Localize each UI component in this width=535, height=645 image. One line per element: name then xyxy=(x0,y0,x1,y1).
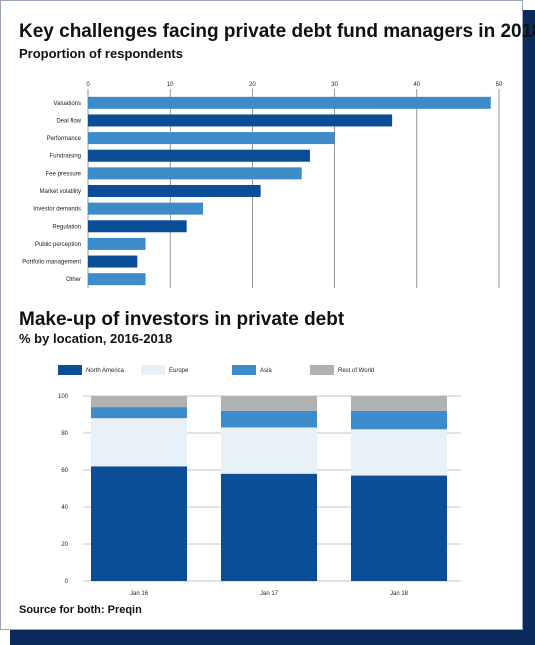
y-tick-label: 20 xyxy=(61,542,68,548)
bar xyxy=(88,255,138,268)
x-tick-label: 20 xyxy=(249,82,256,88)
bar-segment xyxy=(351,410,447,430)
infographic-card: Key challenges facing private debt fund … xyxy=(0,0,535,630)
x-tick-label: Jan 17 xyxy=(260,591,279,597)
bar xyxy=(88,273,146,286)
bar-segment xyxy=(91,418,187,467)
source-note: Source for both: Preqin xyxy=(19,604,142,616)
chart2-title: Make-up of investors in private debt xyxy=(19,309,345,330)
category-label: Investor demands xyxy=(33,207,81,213)
category-label: Portfolio management xyxy=(22,260,81,266)
y-tick-label: 80 xyxy=(61,431,68,437)
y-tick-label: 0 xyxy=(65,579,69,585)
bar-segment xyxy=(91,466,187,581)
bar xyxy=(88,167,302,180)
category-label: Deal flow xyxy=(56,118,81,124)
x-tick-label: Jan 16 xyxy=(130,591,149,597)
chart1-title: Key challenges facing private debt fund … xyxy=(19,21,535,42)
bar xyxy=(88,96,491,109)
chart2-subtitle: % by location, 2016-2018 xyxy=(19,331,173,346)
legend-label: Rest of World xyxy=(338,368,374,374)
bar-segment xyxy=(91,396,187,408)
bar-segment xyxy=(91,407,187,419)
legend-label: Europe xyxy=(169,368,189,374)
category-label: Fee pressure xyxy=(46,171,82,177)
x-tick-label: Jan 18 xyxy=(390,591,409,597)
x-tick-label: 40 xyxy=(413,82,420,88)
y-tick-label: 100 xyxy=(58,394,69,400)
investors-stacked-bar-chart: 0 20 40 60 80 100 North America Europe Asia Rest … xyxy=(58,365,461,597)
bar-segment xyxy=(351,475,447,581)
legend-swatch xyxy=(232,365,256,375)
bar xyxy=(88,237,146,250)
y-tick-label: 40 xyxy=(61,505,68,511)
chart1-subtitle: Proportion of respondents xyxy=(19,46,183,61)
category-label: Fundraising xyxy=(50,154,81,160)
challenges-bar-chart: 0 10 20 30 40 50 Valuations Deal flow Performanc… xyxy=(22,82,503,288)
bar xyxy=(88,114,393,127)
category-label: Market volatility xyxy=(40,189,81,195)
category-label: Public perception xyxy=(35,242,81,248)
x-tick-label: 10 xyxy=(167,82,174,88)
category-label: Regulation xyxy=(52,224,81,230)
y-tick-label: 60 xyxy=(61,468,68,474)
bar-segment xyxy=(351,429,447,476)
x-tick-label: 50 xyxy=(496,82,503,88)
bar-segment xyxy=(221,473,317,581)
legend-label: Asia xyxy=(260,368,272,374)
x-tick-label: 30 xyxy=(331,82,338,88)
bar-segment xyxy=(221,396,317,411)
category-label: Valuations xyxy=(53,101,81,107)
category-label: Other xyxy=(66,277,81,283)
legend-swatch xyxy=(58,365,82,375)
bar xyxy=(88,149,310,162)
bar xyxy=(88,220,187,233)
bar-segment xyxy=(221,427,317,474)
category-label: Performance xyxy=(47,136,82,142)
bar xyxy=(88,185,261,197)
bar-segment xyxy=(221,410,317,428)
legend-label: North America xyxy=(86,368,125,374)
legend-swatch xyxy=(310,365,334,375)
x-tick-label: 0 xyxy=(86,82,90,88)
legend-swatch xyxy=(141,365,165,375)
bar xyxy=(88,132,335,145)
bar-segment xyxy=(351,396,447,411)
bar xyxy=(88,202,204,215)
